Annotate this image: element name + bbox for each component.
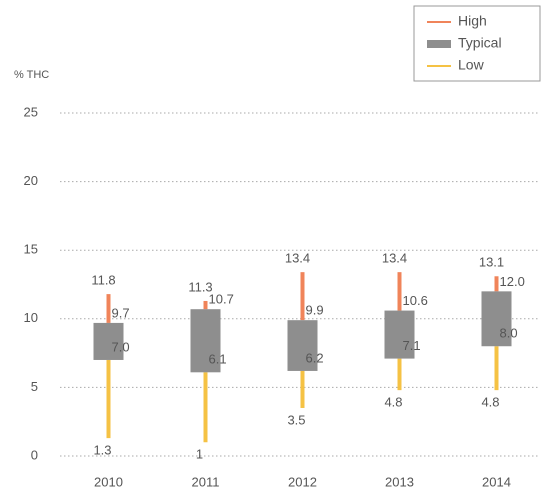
typical-top-label: 9.9 [306,303,324,318]
y-axis-label: % THC [14,69,49,81]
typical-top-label: 10.7 [209,292,234,307]
typical-box [287,320,318,371]
low-label: 4.8 [384,395,402,410]
typical-top-label: 9.7 [112,305,130,320]
typical-top-label: 12.0 [500,274,525,289]
high-label: 11.8 [91,273,115,288]
typical-box [384,310,415,359]
typical-bottom-label: 7.1 [403,338,421,353]
legend-label: High [458,13,487,29]
typical-bottom-label: 6.2 [306,350,324,365]
high-label: 11.3 [188,279,212,294]
y-tick-label: 15 [24,242,38,257]
x-tick-label: 2010 [94,474,123,489]
y-tick-label: 10 [24,310,38,325]
x-tick-label: 2012 [288,474,317,489]
x-tick-label: 2014 [482,474,511,489]
y-tick-label: 0 [31,447,38,462]
legend-label: Low [458,57,485,73]
x-tick-label: 2011 [192,474,220,489]
y-tick-label: 20 [24,173,38,188]
typical-bottom-label: 7.0 [112,339,130,354]
low-label: 1 [196,447,203,462]
typical-box [190,309,221,373]
y-tick-label: 5 [31,379,38,394]
high-label: 13.4 [382,251,407,266]
high-label: 13.4 [285,251,310,266]
low-label: 3.5 [287,412,305,427]
low-label: 4.8 [481,395,499,410]
typical-box [481,291,512,347]
typical-top-label: 10.6 [403,293,428,308]
y-tick-label: 25 [24,104,38,119]
low-label: 1.3 [93,443,111,458]
typical-box [93,322,124,360]
high-label: 13.1 [479,255,504,270]
typical-bottom-label: 6.1 [209,352,227,367]
typical-bottom-label: 8.0 [500,326,518,341]
legend-label: Typical [458,35,502,51]
x-tick-label: 2013 [385,474,414,489]
